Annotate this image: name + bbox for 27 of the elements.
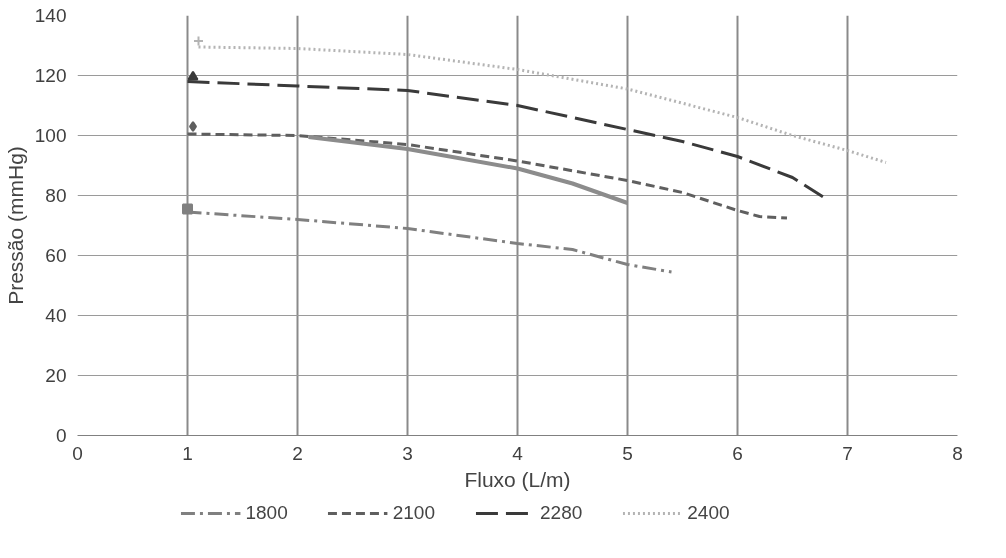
y-tick-label: 40 [45,305,67,326]
x-tick-label: 3 [402,442,413,464]
y-tick-label: 0 [55,425,67,446]
legend-label: 2280 [540,502,583,524]
point [187,70,199,81]
legend-label: 2100 [392,502,435,524]
x-tick-label: 8 [952,442,963,464]
x-tick-label: 2 [292,442,303,464]
x-tick-label: 1 [182,442,193,464]
legend-label: 2400 [687,502,730,524]
line-series [306,135,630,205]
legend-label: 1800 [245,502,288,524]
y-tick-label: 60 [45,245,67,266]
x-tick-label: 6 [732,442,743,464]
y-tick-label: 140 [34,5,67,26]
y-tick-label: 100 [34,125,67,146]
x-tick-label: 0 [72,442,83,464]
x-axis-title: Fluxo (L/m) [464,467,571,491]
y-tick-label: 120 [34,65,67,86]
y-tick-label: 20 [45,365,67,386]
point [182,203,193,215]
point [189,121,197,132]
x-tick-label: 4 [512,442,524,464]
y-axis-title: Pressão (mmHg) [3,146,27,305]
x-tick-label: 5 [622,442,633,464]
x-tick-label: 7 [842,442,853,464]
y-tick-label: 80 [45,185,67,206]
